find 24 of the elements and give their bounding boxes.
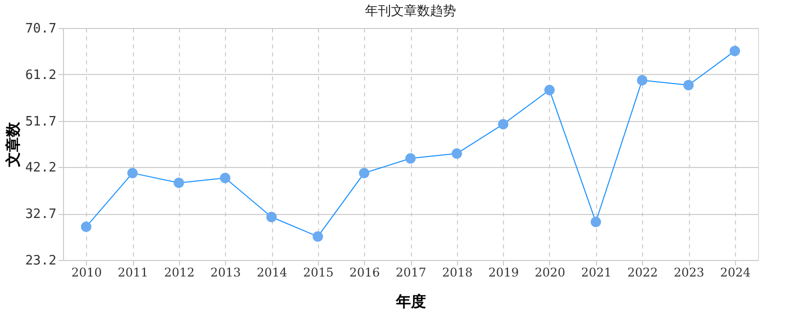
x-tick-label: 2021 <box>581 266 612 280</box>
x-tick-label: 2020 <box>534 266 566 280</box>
x-tick-label: 2022 <box>627 266 658 280</box>
y-tick-label: 61.2 <box>25 68 56 83</box>
x-tick-label: 2014 <box>256 266 288 280</box>
x-axis-title: 年度 <box>395 292 426 310</box>
y-tick-label: 51.7 <box>25 114 56 130</box>
y-tick-label: 23.2 <box>25 254 56 268</box>
y-tick-label: 32.7 <box>25 207 56 222</box>
y-tick-label: 70.7 <box>25 22 56 36</box>
x-tick-label: 2019 <box>488 266 519 280</box>
x-tick-label: 2018 <box>442 266 473 280</box>
x-tick-label: 2013 <box>210 266 241 280</box>
x-tick-label: 2017 <box>396 266 426 280</box>
x-tick-label: 2023 <box>674 266 704 280</box>
chart-title: 年刊文章数趋势 <box>365 4 456 19</box>
x-tick-label: 2016 <box>349 266 380 280</box>
x-tick-label: 2012 <box>164 266 195 280</box>
x-tick-label: 2011 <box>118 266 148 280</box>
y-axis-title: 文章数 <box>4 121 22 168</box>
x-tick-label: 2015 <box>303 266 334 280</box>
x-tick-label: 2010 <box>71 266 102 280</box>
y-tick-label: 42.2 <box>25 160 56 176</box>
x-tick-label: 2024 <box>720 266 751 280</box>
